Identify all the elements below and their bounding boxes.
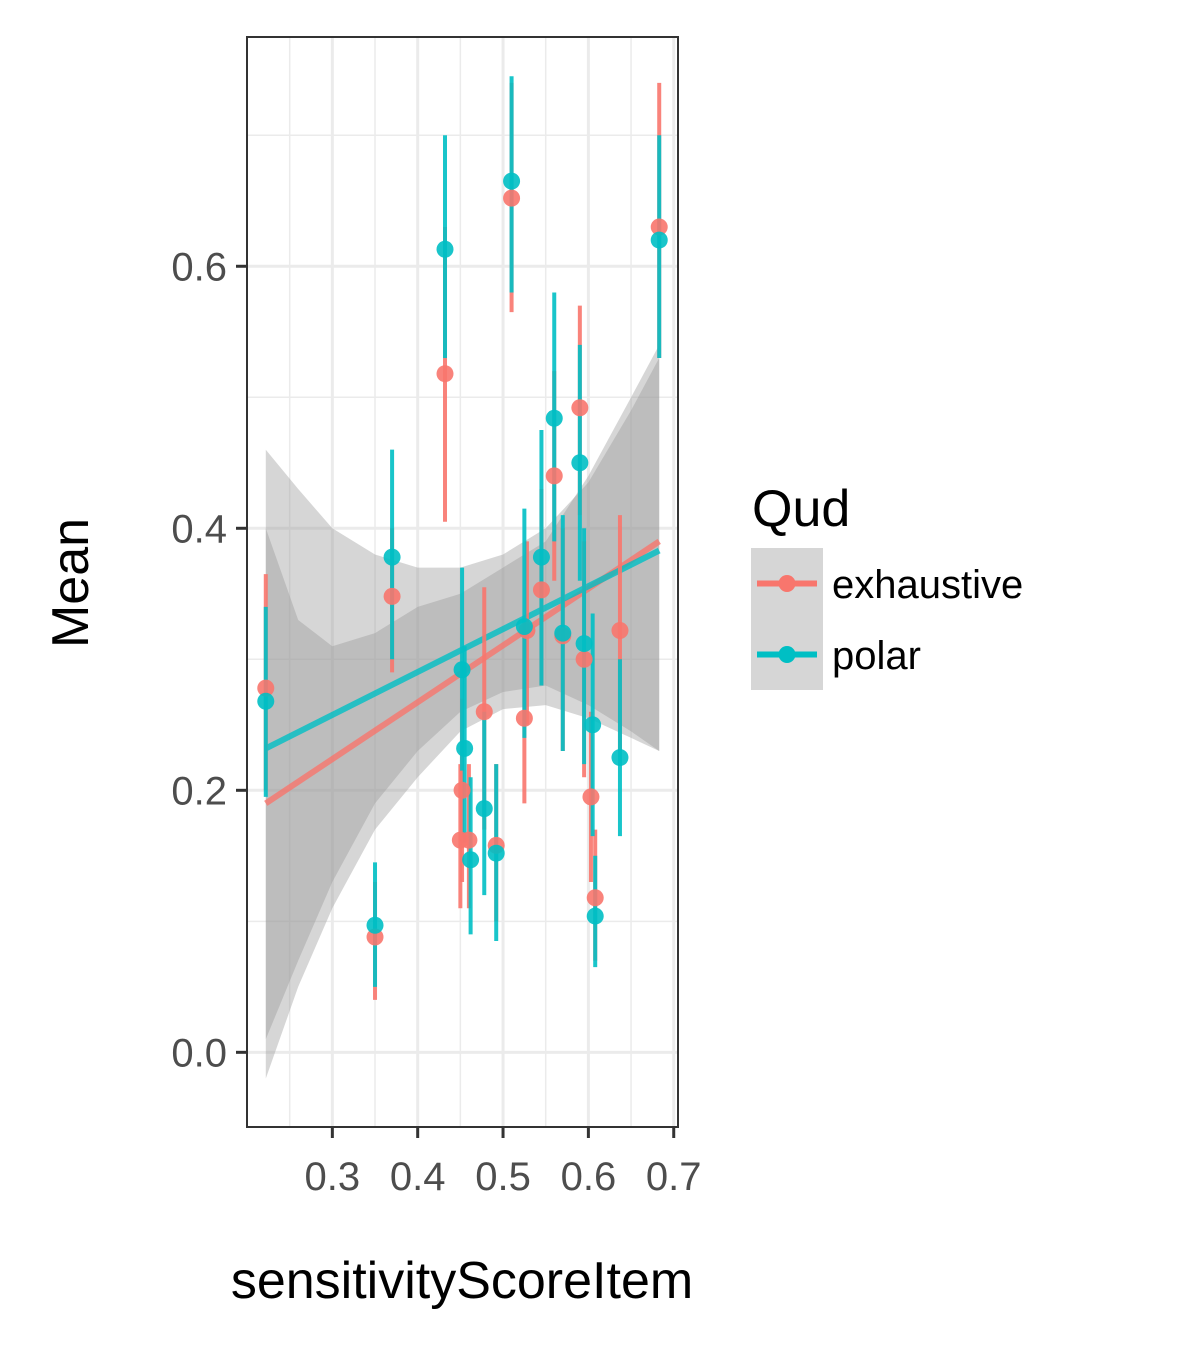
data-point-polar xyxy=(383,548,401,566)
data-point-exhaustive xyxy=(532,581,550,599)
data-points xyxy=(257,172,668,946)
legend-label-exhaustive: exhaustive xyxy=(832,563,1023,607)
data-point-polar xyxy=(475,800,493,818)
data-point-polar xyxy=(571,454,589,472)
data-point-exhaustive xyxy=(582,788,600,806)
y-axis-title: Mean xyxy=(42,518,100,648)
y-tick-label: 0.2 xyxy=(171,769,227,813)
panel-border xyxy=(246,36,679,1128)
data-point-exhaustive xyxy=(436,365,454,383)
x-tick-label: 0.3 xyxy=(305,1155,361,1199)
x-axis: 0.3 0.4 0.5 0.6 0.7 xyxy=(305,1127,702,1199)
data-point-exhaustive xyxy=(571,399,589,417)
data-point-exhaustive xyxy=(586,889,604,907)
x-tick-label: 0.6 xyxy=(561,1155,617,1199)
data-point-exhaustive xyxy=(475,703,493,721)
data-point-polar xyxy=(456,739,474,757)
x-axis-title: sensitivityScoreItem xyxy=(231,1252,693,1310)
major-gridlines xyxy=(247,37,678,1127)
y-tick-label: 0.6 xyxy=(171,245,227,289)
data-point-polar xyxy=(584,716,602,734)
plot-panel xyxy=(246,36,679,1128)
data-point-polar xyxy=(554,624,572,642)
data-point-polar xyxy=(462,851,480,869)
data-point-polar xyxy=(586,907,604,925)
data-point-polar xyxy=(545,409,563,427)
data-point-polar xyxy=(515,618,533,636)
data-point-exhaustive xyxy=(460,831,478,849)
data-point-polar xyxy=(650,231,668,249)
data-point-exhaustive xyxy=(650,218,668,236)
data-point-exhaustive xyxy=(366,928,384,946)
y-tick-label: 0.4 xyxy=(171,507,227,551)
data-point-polar xyxy=(487,844,505,862)
data-point-polar xyxy=(436,240,454,258)
legend-entries: exhaustive polar xyxy=(751,548,1023,690)
data-point-polar xyxy=(257,692,275,710)
x-tick-label: 0.5 xyxy=(475,1155,531,1199)
x-tick-label: 0.4 xyxy=(390,1155,446,1199)
x-tick-label: 0.7 xyxy=(646,1155,702,1199)
data-point-exhaustive xyxy=(515,709,533,727)
data-point-exhaustive xyxy=(383,587,401,605)
legend: Qud exhaustive polar xyxy=(751,480,1023,690)
y-axis: 0.0 0.2 0.4 0.6 xyxy=(171,245,247,1075)
y-tick-label: 0.0 xyxy=(171,1031,227,1075)
data-point-polar xyxy=(366,916,384,934)
data-point-exhaustive xyxy=(611,621,629,639)
data-point-polar xyxy=(575,635,593,653)
data-point-exhaustive xyxy=(453,781,471,799)
data-point-exhaustive xyxy=(545,467,563,485)
data-point-exhaustive xyxy=(575,650,593,668)
data-point-exhaustive xyxy=(503,189,521,207)
legend-key-point-exhaustive xyxy=(778,575,796,592)
data-point-polar xyxy=(503,172,521,190)
legend-title: Qud xyxy=(752,480,850,538)
legend-key-point-polar xyxy=(778,646,796,663)
data-point-polar xyxy=(611,749,629,767)
legend-label-polar: polar xyxy=(832,634,921,678)
data-point-polar xyxy=(532,548,550,566)
data-point-exhaustive xyxy=(257,679,275,697)
data-point-polar xyxy=(453,661,471,679)
